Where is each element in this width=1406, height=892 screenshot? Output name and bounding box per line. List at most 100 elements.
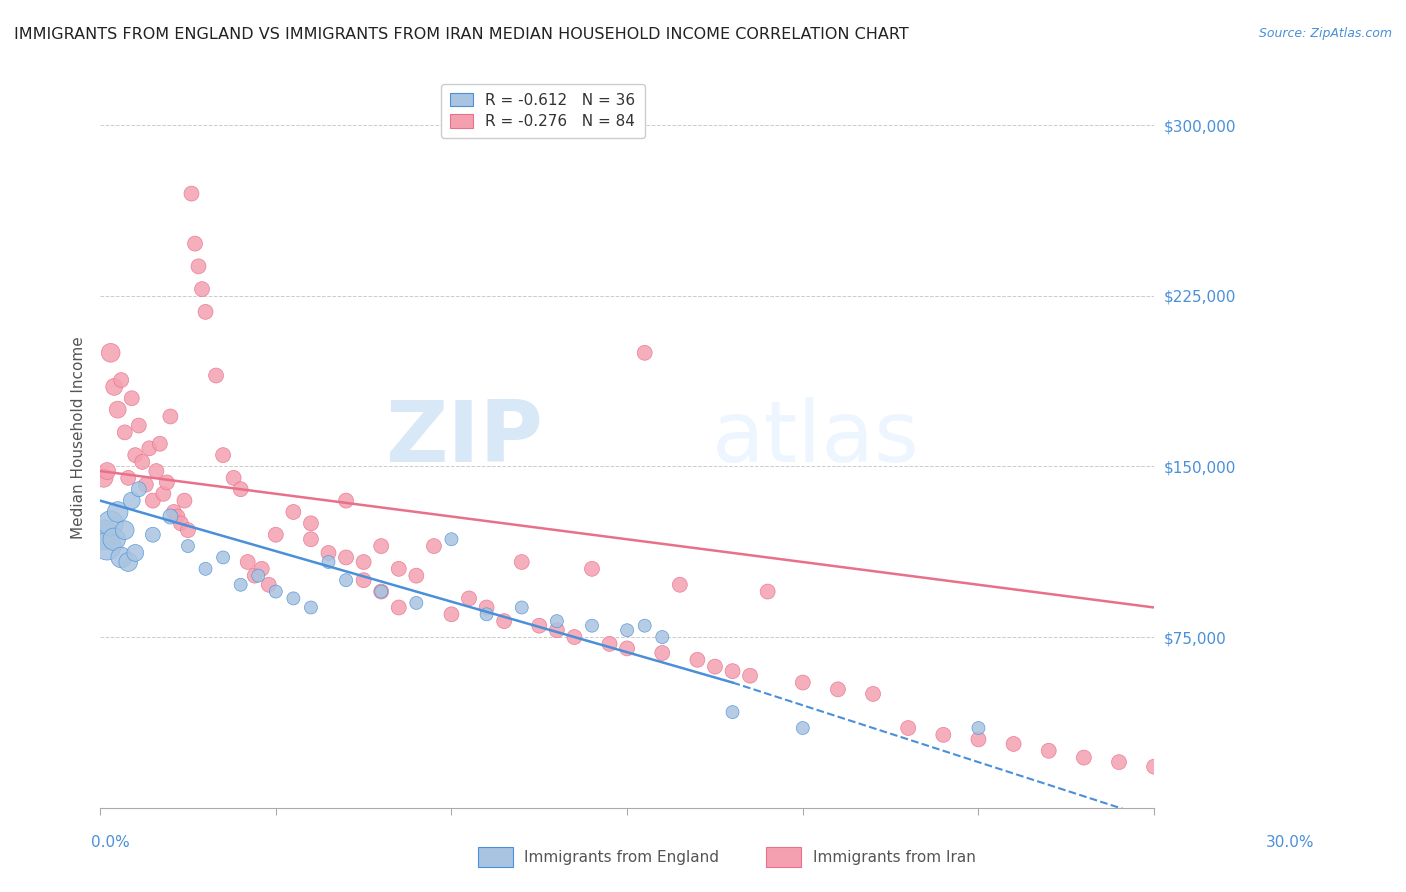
Text: 30.0%: 30.0% (1267, 836, 1315, 850)
Point (299, 516, 322, 531)
Point (117, 471, 139, 485)
Point (827, 682, 849, 697)
Point (138, 442, 160, 456)
Point (117, 555, 139, 569)
Point (388, 600, 411, 615)
Point (257, 578, 280, 592)
Point (1038, 744, 1060, 758)
Point (96, 464, 118, 478)
Point (142, 493, 165, 508)
Point (114, 523, 136, 537)
Point (212, 448, 235, 462)
Point (634, 618, 657, 632)
Point (792, 675, 814, 690)
Point (184, 236, 207, 251)
Point (131, 455, 153, 469)
Point (1073, 750, 1095, 764)
Legend: R = -0.612   N = 36, R = -0.276   N = 84: R = -0.612 N = 36, R = -0.276 N = 84 (441, 84, 644, 138)
Point (135, 477, 157, 491)
Point (128, 418, 150, 433)
Point (335, 493, 357, 508)
Point (110, 373, 132, 387)
Point (107, 505, 129, 519)
Point (897, 721, 920, 735)
Point (159, 409, 181, 424)
Point (229, 482, 252, 496)
Text: Source: ZipAtlas.com: Source: ZipAtlas.com (1258, 27, 1392, 40)
Point (236, 555, 259, 569)
Y-axis label: Median Household Income: Median Household Income (72, 336, 86, 540)
Point (967, 721, 990, 735)
Point (128, 482, 150, 496)
Point (546, 614, 568, 628)
Point (440, 607, 463, 622)
Point (405, 568, 427, 582)
Point (149, 436, 172, 450)
Point (121, 493, 143, 508)
Point (194, 305, 217, 319)
Point (159, 509, 181, 524)
Point (299, 600, 322, 615)
Point (616, 624, 638, 638)
Point (353, 555, 375, 569)
Point (103, 380, 125, 394)
Point (967, 732, 990, 747)
Point (100, 346, 122, 360)
Point (177, 523, 200, 537)
Point (405, 596, 427, 610)
Point (177, 539, 200, 553)
Point (669, 578, 692, 592)
Text: Immigrants from England: Immigrants from England (524, 850, 720, 864)
Point (166, 509, 188, 524)
Point (180, 186, 202, 201)
Point (100, 516, 122, 531)
Point (335, 550, 357, 565)
Point (1002, 737, 1025, 751)
Text: 0.0%: 0.0% (91, 836, 131, 850)
Point (283, 591, 305, 606)
Point (121, 391, 143, 405)
Point (335, 573, 357, 587)
Point (163, 505, 186, 519)
Point (96, 539, 118, 553)
Point (546, 624, 568, 638)
Point (142, 527, 165, 541)
Point (721, 705, 744, 719)
Point (152, 487, 174, 501)
Text: atlas: atlas (711, 397, 920, 480)
Point (212, 550, 235, 565)
Point (93, 471, 115, 485)
Point (738, 669, 761, 683)
Point (510, 555, 533, 569)
Point (222, 471, 245, 485)
Point (599, 637, 621, 651)
Point (388, 562, 411, 576)
Point (458, 591, 481, 606)
Text: ZIP: ZIP (385, 397, 543, 480)
Point (721, 664, 744, 678)
Point (494, 614, 516, 628)
Text: IMMIGRANTS FROM ENGLAND VS IMMIGRANTS FROM IRAN MEDIAN HOUSEHOLD INCOME CORRELAT: IMMIGRANTS FROM ENGLAND VS IMMIGRANTS FR… (14, 27, 908, 42)
Point (114, 425, 136, 440)
Point (564, 630, 586, 644)
Point (205, 368, 228, 383)
Point (651, 630, 673, 644)
Point (243, 568, 266, 582)
Point (581, 562, 603, 576)
Point (173, 493, 195, 508)
Point (283, 505, 305, 519)
Point (318, 555, 340, 569)
Point (194, 562, 217, 576)
Point (250, 562, 273, 576)
Point (616, 641, 638, 656)
Point (110, 550, 132, 565)
Point (187, 260, 209, 274)
Point (529, 618, 551, 632)
Point (1143, 760, 1166, 774)
Point (475, 607, 498, 622)
Point (107, 402, 129, 417)
Point (299, 533, 322, 547)
Point (191, 282, 214, 296)
Point (103, 533, 125, 547)
Point (264, 584, 287, 599)
